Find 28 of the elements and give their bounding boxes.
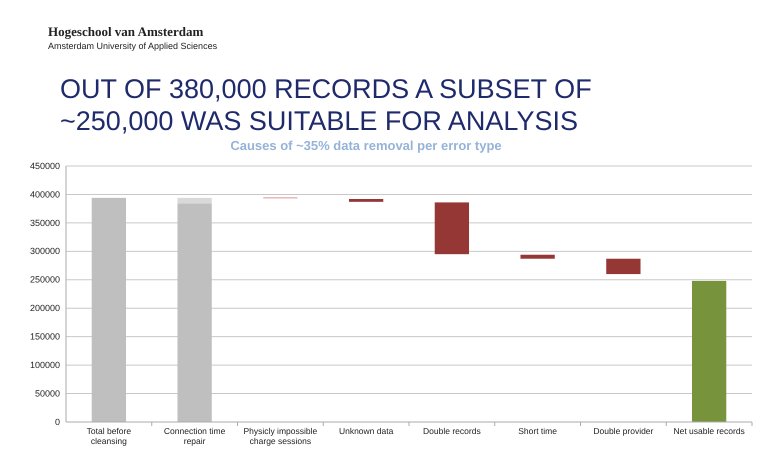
text: Hogeschool van Amsterdam xyxy=(48,24,204,39)
x-tick-label: Double records xyxy=(423,426,481,436)
bar xyxy=(434,202,470,254)
x-tick-label: Unknown data xyxy=(338,426,394,436)
bar xyxy=(177,198,212,204)
y-tick-label: 250000 xyxy=(30,274,60,285)
bar xyxy=(692,280,726,422)
y-tick-label: 150000 xyxy=(30,332,60,342)
chart-title: OUT OF 380,000 RECORDS A SUBSET OF ~250,000 WAS SUITABLE FOR ANALYSIS xyxy=(60,74,592,136)
y-tick-label: 400000 xyxy=(30,189,60,200)
x-tick-label: Net usable records xyxy=(673,426,745,436)
x-tick-label: Physicly impossible charge sessions xyxy=(244,426,318,446)
bar xyxy=(606,258,641,274)
y-tick-label: 50000 xyxy=(34,388,60,398)
x-tick-label: Connection time repair xyxy=(164,426,226,446)
text: Amsterdam University of Applied Sciences xyxy=(48,41,218,51)
x-tick-label: Double provider xyxy=(593,426,654,436)
y-tick-label: 350000 xyxy=(30,218,60,228)
y-tick-label: 200000 xyxy=(30,303,60,314)
bar xyxy=(520,254,555,259)
y-tick-label: 0 xyxy=(54,416,60,427)
x-tick-label: Total before cleansing xyxy=(86,426,132,446)
y-tick-label: 300000 xyxy=(30,246,60,256)
x-tick-label: Short time xyxy=(518,426,558,436)
bar xyxy=(348,198,384,202)
y-tick-label: 100000 xyxy=(30,360,60,370)
y-tick-label: 450000 xyxy=(30,160,60,171)
chart-subtitle: Causes of ~35% data removal per error type xyxy=(230,138,502,153)
